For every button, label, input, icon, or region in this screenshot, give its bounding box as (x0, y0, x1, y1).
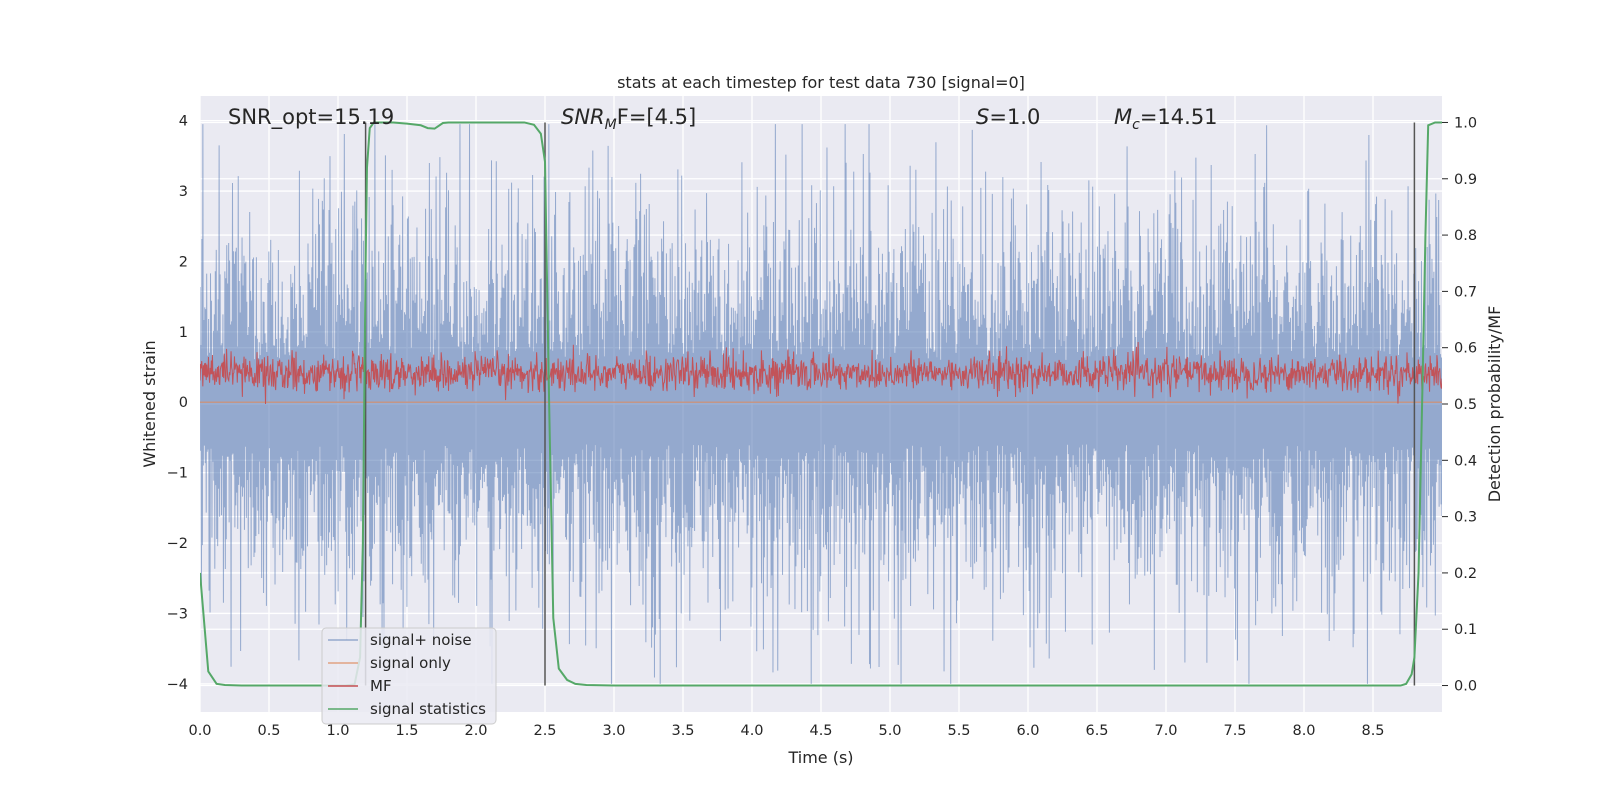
y-right-tick-label: 0.7 (1454, 284, 1477, 300)
x-tick-label: 2.0 (464, 723, 487, 739)
y-left-tick-label: 4 (179, 114, 188, 130)
annotation-s-rest: =1.0 (989, 105, 1040, 129)
y-right-tick-label: 0.1 (1454, 622, 1477, 638)
x-tick-label: 4.5 (809, 723, 832, 739)
annotation-snr-mf-base: SNR (561, 105, 605, 129)
legend: signal+ noise signal only MF signal stat… (321, 627, 497, 725)
x-tick-label: 5.0 (878, 723, 901, 739)
x-tick-label: 0.0 (188, 723, 211, 739)
x-tick-label: 5.5 (947, 723, 970, 739)
x-axis-ticks: 0.0 0.5 1.0 1.5 2.0 2.5 3.0 3.5 4.0 4.5 5.0 5.5 6.0 6… (188, 723, 1384, 739)
x-tick-label: 8.5 (1361, 723, 1384, 739)
annotation-mc-base: M (1114, 105, 1132, 129)
x-tick-label: 1.0 (326, 723, 349, 739)
x-tick-label: 6.0 (1016, 723, 1039, 739)
y-left-tick-label: −1 (167, 466, 188, 482)
annotation-snr-mf-rest: F=[4.5] (617, 105, 696, 129)
x-tick-label: 4.0 (740, 723, 763, 739)
annotation-snr-mf-sub: M (605, 117, 617, 133)
y-left-tick-label: 2 (179, 254, 188, 270)
series-mf (200, 342, 1442, 405)
x-tick-label: 2.5 (533, 723, 556, 739)
y-right-tick-label: 0.3 (1454, 510, 1477, 526)
y-left-tick-label: 3 (179, 184, 188, 200)
legend-label-signal-statistics: signal statistics (370, 700, 486, 718)
y-right-tick-label: 0.0 (1454, 679, 1477, 695)
x-tick-label: 7.5 (1223, 723, 1246, 739)
legend-label-signal-noise: signal+ noise (370, 631, 472, 649)
y-right-tick-label: 0.5 (1454, 397, 1477, 413)
annotation-s: S=1.0 (976, 105, 1040, 129)
y-left-tick-label: −4 (167, 677, 188, 693)
y-right-tick-label: 0.2 (1454, 566, 1477, 582)
x-axis-label: Time (s) (787, 748, 853, 767)
x-tick-label: 0.5 (257, 723, 280, 739)
y-right-tick-label: 0.8 (1454, 228, 1477, 244)
y-right-tick-label: 0.9 (1454, 172, 1477, 188)
y-axis-right-label: Detection probability/MF (1485, 306, 1504, 503)
y-left-tick-label: −3 (167, 606, 188, 622)
legend-box (321, 627, 497, 725)
y-axis-left-ticks: −4 −3 −2 −1 0 1 2 3 4 (167, 114, 188, 693)
legend-label-signal-only: signal only (370, 654, 451, 672)
x-tick-label: 3.5 (671, 723, 694, 739)
annotation-mc: Mc=14.51 (1114, 105, 1218, 133)
annotation-snr-opt: SNR_opt=15.19 (228, 105, 394, 130)
x-tick-label: 8.0 (1292, 723, 1315, 739)
y-right-tick-label: 0.6 (1454, 341, 1477, 357)
y-left-tick-label: 1 (179, 325, 188, 341)
y-axis-left-label: Whitened strain (140, 340, 159, 467)
annotation-snr-mf: SNRMF=[4.5] (561, 105, 696, 133)
y-right-tick-label: 0.4 (1454, 453, 1477, 469)
x-tick-label: 3.0 (602, 723, 625, 739)
x-tick-label: 6.5 (1085, 723, 1108, 739)
legend-label-mf: MF (370, 677, 392, 695)
x-tick-label: 7.0 (1154, 723, 1177, 739)
y-axis-right-ticks: 0.0 0.1 0.2 0.3 0.4 0.5 0.6 0.7 0.8 0.9 1.0 (1442, 115, 1477, 695)
y-left-tick-label: −2 (167, 536, 188, 552)
chart-title: stats at each timestep for test data 730… (617, 73, 1025, 92)
y-right-tick-label: 1.0 (1454, 115, 1477, 131)
annotation-mc-rest: =14.51 (1140, 105, 1218, 129)
annotation-mc-sub: c (1132, 117, 1140, 133)
annotation-s-base: S (976, 105, 989, 129)
y-left-tick-label: 0 (179, 395, 188, 411)
x-tick-label: 1.5 (395, 723, 418, 739)
